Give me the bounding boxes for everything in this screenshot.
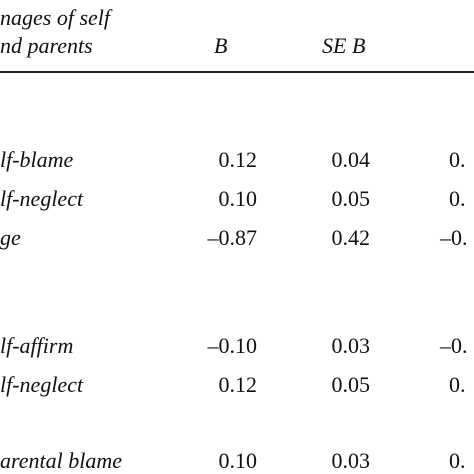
header-col0-line2: nd parents [0,33,93,58]
row-seb: 0.05 [331,372,371,397]
row-seb: 0.03 [331,333,371,358]
row-seb: 0.42 [331,225,371,250]
row-label: ge [0,225,21,250]
row-b: 0.12 [218,372,258,397]
row-b: 0.10 [218,186,258,211]
header-col-b: B [214,33,228,58]
row-seb: 0.03 [331,448,371,473]
row-b: 0.12 [218,147,258,172]
header-col-seb: SE B [322,33,366,58]
row-label: lf-neglect [0,186,84,211]
header-col0-line1: nages of self [0,5,110,30]
row-label: lf-affirm [0,333,74,358]
row-c3: 0. [449,448,466,473]
row-c3: 0. [449,147,466,172]
row-b: –0.10 [207,333,258,358]
row-label: arental blame [0,448,122,473]
row-c3: 0. [449,186,466,211]
row-b: –0.87 [207,225,258,250]
header-rule [0,71,474,73]
row-c3: 0. [449,372,466,397]
row-seb: 0.04 [331,147,371,172]
row-c3: –0. [440,225,468,250]
row-label: lf-blame [0,147,74,172]
row-seb: 0.05 [331,186,371,211]
row-label: lf-neglect [0,372,84,397]
row-b: 0.10 [218,448,258,473]
row-c3: –0. [440,333,468,358]
